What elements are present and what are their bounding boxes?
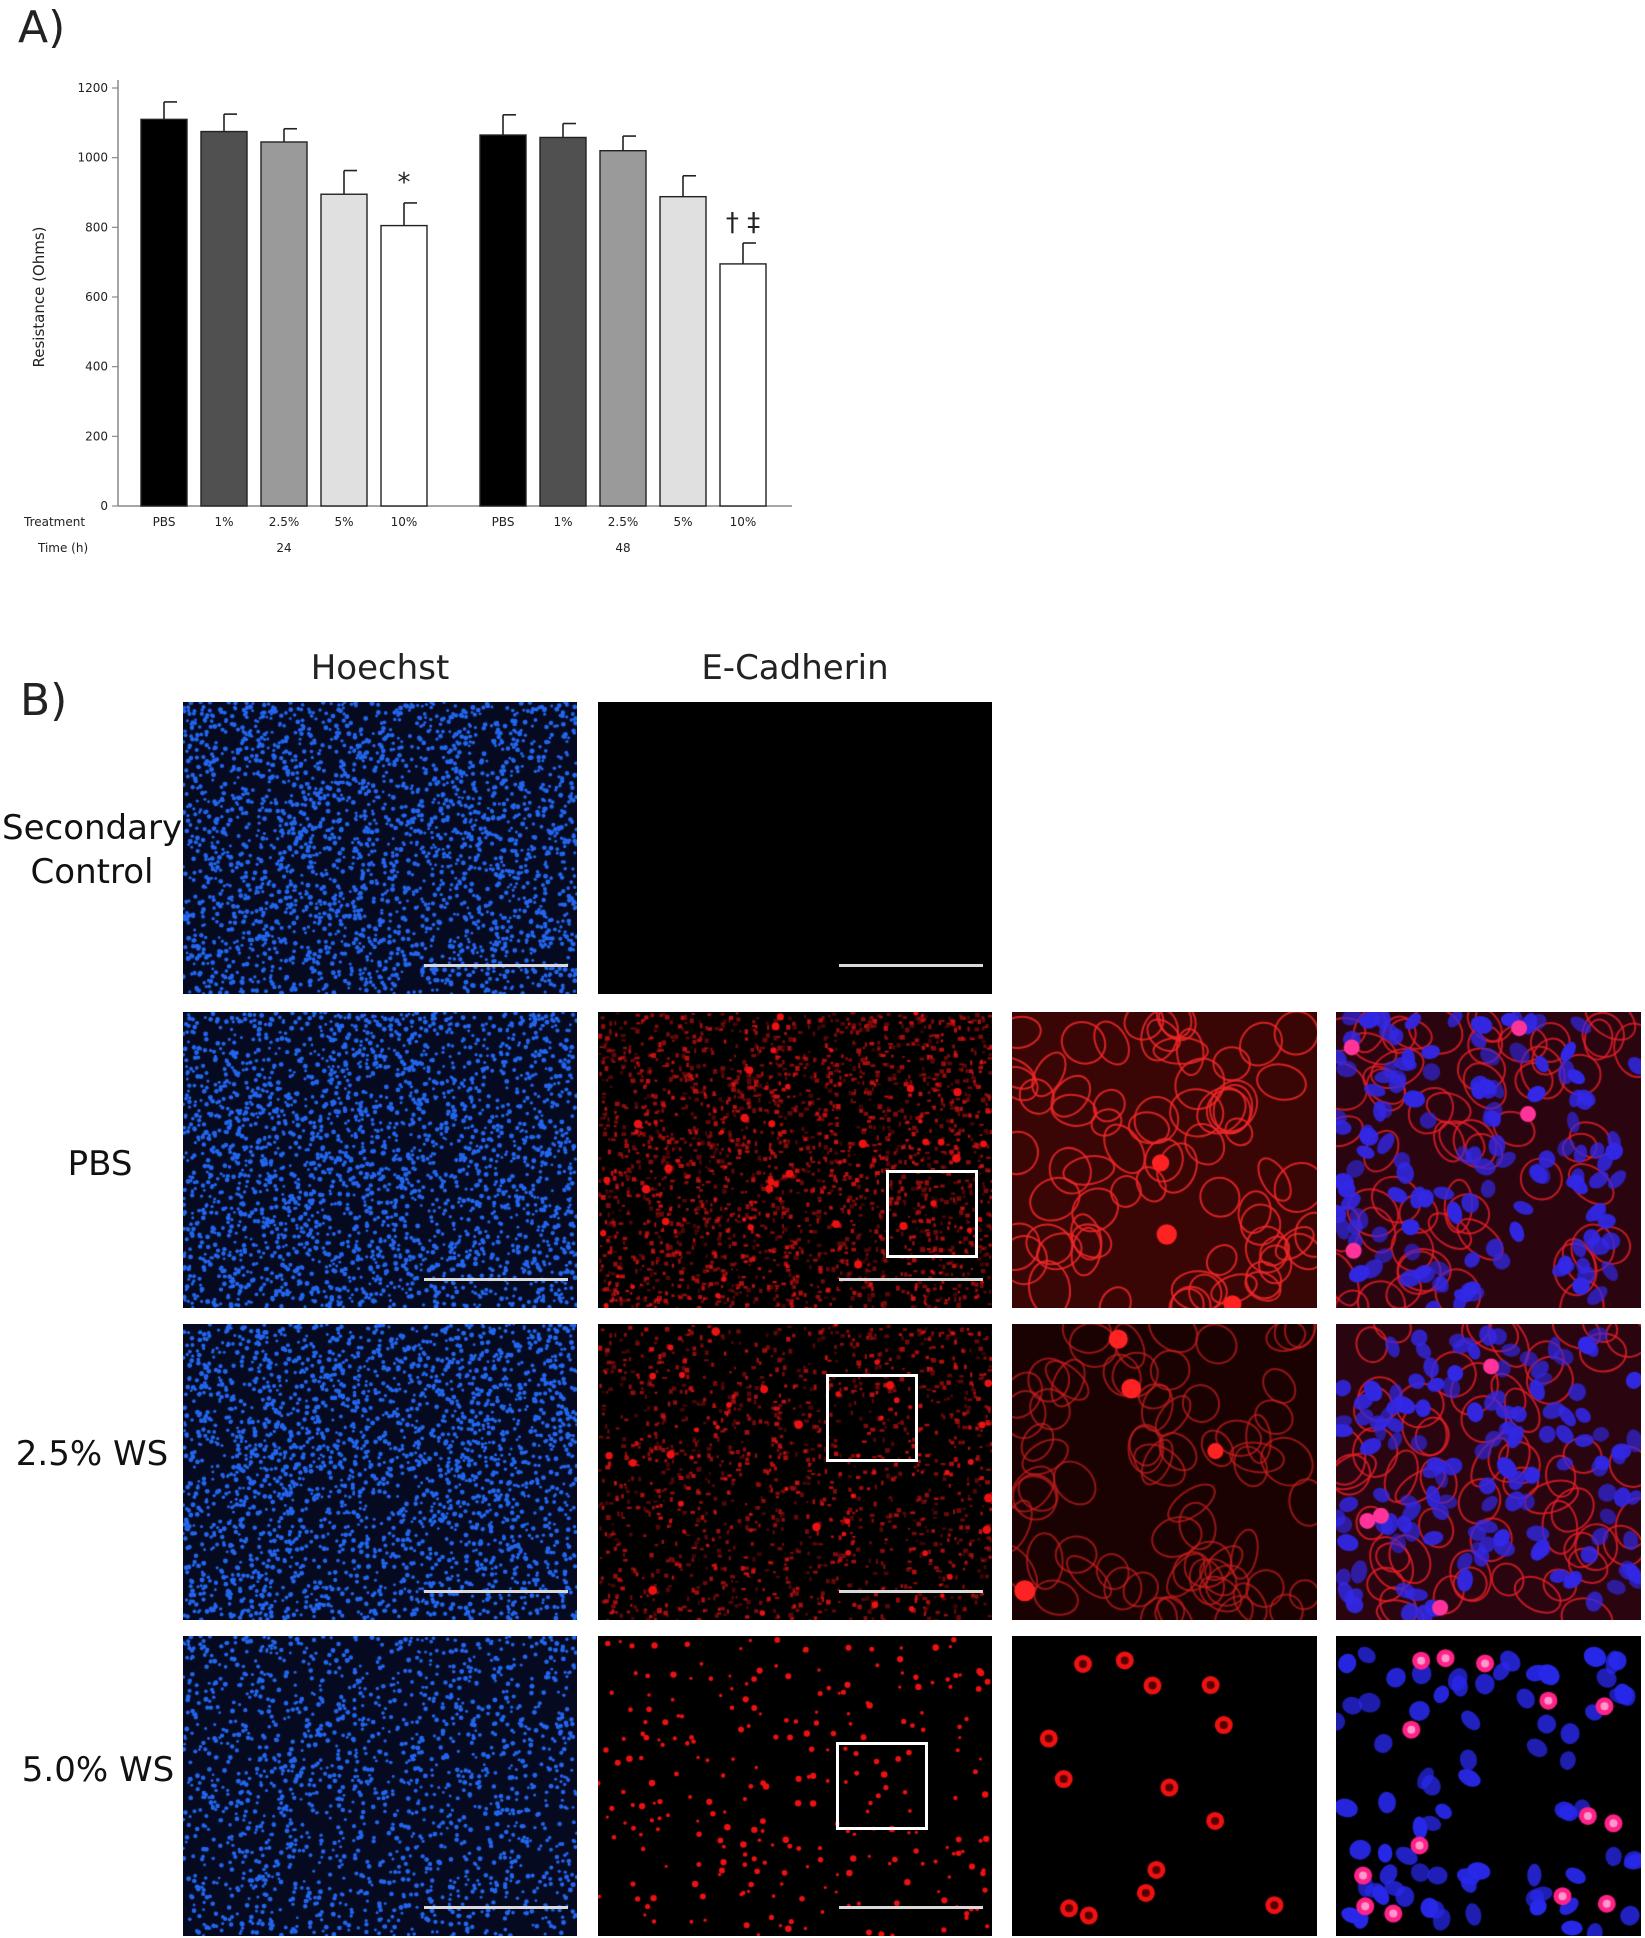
ecadherin-pbs-zoom-image	[1012, 1012, 1317, 1308]
zoom-region-box	[836, 1742, 928, 1830]
scale-bar	[839, 1906, 983, 1909]
bar	[599, 149, 647, 507]
row-label-2-5-ws: 2.5% WS	[15, 1434, 169, 1474]
row-label-pbs: PBS	[67, 1144, 133, 1184]
y-axis-label: Resistance (Ohms)	[30, 226, 48, 367]
time-row-label: Time (h)	[37, 541, 88, 555]
significance-annotation: *	[398, 168, 411, 198]
ecadherin-2-5-ws-zoom-image	[1012, 1324, 1317, 1620]
row-label-secondary-control: Secondary Control	[2, 808, 183, 892]
scale-bar	[839, 964, 983, 967]
scale-bar	[839, 1278, 983, 1281]
ecadherin-5-0-ws-image	[598, 1636, 992, 1936]
bar	[260, 141, 308, 507]
treatment-tick-label: 2.5%	[608, 515, 639, 529]
hoechst-2-5-ws-image	[183, 1324, 577, 1620]
bar-chart: 0 200 400 600 800 1000 1200 Resistance (Ohms) Tr…	[23, 80, 792, 555]
time-tick-label: 48	[615, 541, 630, 555]
column-header-hoechst: Hoechst	[310, 648, 450, 688]
zoom-region-box	[886, 1170, 978, 1258]
time-tick-label: 24	[276, 541, 291, 555]
scale-bar	[839, 1590, 983, 1593]
hoechst-pbs-image	[183, 1012, 577, 1308]
y-tick-label: 0	[100, 499, 108, 513]
y-tick-label: 600	[85, 290, 108, 304]
scale-bar	[424, 1590, 568, 1593]
row-label-5-0-ws: 5.0% WS	[21, 1750, 175, 1790]
ecadherin-secondary-control-image	[598, 702, 992, 994]
treatment-tick-label: 10%	[730, 515, 757, 529]
bar	[140, 118, 188, 507]
y-tick-label: 400	[85, 360, 108, 374]
hoechst-5-0-ws-image	[183, 1636, 577, 1936]
panel-a-label: A)	[18, 2, 66, 53]
panel-b-label: B)	[20, 675, 68, 726]
merge-2-5-ws-zoom-image	[1336, 1324, 1641, 1620]
significance-annotation: † ‡	[726, 208, 760, 238]
treatment-tick-label: PBS	[153, 515, 176, 529]
merge-5-0-ws-zoom-image	[1336, 1636, 1641, 1936]
bar	[659, 195, 707, 507]
scale-bar	[424, 1906, 568, 1909]
merge-pbs-zoom-image	[1336, 1012, 1641, 1308]
ecadherin-pbs-image	[598, 1012, 992, 1308]
column-header-ecadherin: E-Cadherin	[701, 648, 889, 688]
ecadherin-5-0-ws-zoom-image	[1012, 1636, 1317, 1936]
treatment-row-label: Treatment	[23, 515, 85, 529]
hoechst-secondary-control-image	[183, 702, 577, 994]
y-tick-label: 1200	[77, 81, 108, 95]
scale-bar	[424, 964, 568, 967]
bar	[479, 134, 527, 507]
zoom-region-box	[826, 1374, 918, 1462]
y-tick-label: 1000	[77, 151, 108, 165]
scale-bar	[424, 1278, 568, 1281]
treatment-tick-label: 1%	[214, 515, 233, 529]
treatment-tick-label: 10%	[391, 515, 418, 529]
bar	[539, 136, 587, 507]
treatment-tick-label: PBS	[492, 515, 515, 529]
treatment-tick-label: 1%	[553, 515, 572, 529]
treatment-tick-label: 2.5%	[269, 515, 300, 529]
bar	[320, 193, 368, 507]
bar	[380, 224, 428, 507]
y-tick-label: 200	[85, 429, 108, 443]
treatment-tick-label: 5%	[334, 515, 353, 529]
ecadherin-2-5-ws-image	[598, 1324, 992, 1620]
y-tick-label: 800	[85, 220, 108, 234]
bar	[200, 130, 248, 507]
treatment-tick-label: 5%	[673, 515, 692, 529]
bar	[719, 263, 767, 507]
